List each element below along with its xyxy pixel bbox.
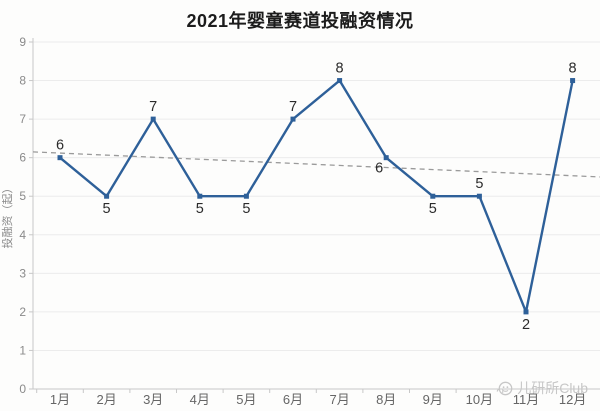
x-tick-label: 5月: [236, 392, 256, 407]
y-axis-title: 投融资（起）: [0, 183, 14, 249]
y-tick-label: 7: [19, 112, 26, 126]
data-point-marker: [570, 78, 576, 84]
data-point-marker: [197, 193, 203, 199]
data-point-label: 6: [375, 161, 383, 177]
x-tick-label: 8月: [376, 392, 396, 407]
y-tick-label: 6: [19, 151, 26, 165]
data-point-label: 5: [475, 176, 483, 192]
data-point-label: 6: [56, 138, 64, 154]
y-tick-label: 3: [19, 266, 26, 280]
data-point-marker: [383, 155, 389, 161]
series-line: [59, 79, 574, 314]
data-point-marker: [150, 116, 156, 122]
data-point-label: 7: [149, 99, 157, 115]
data-point-marker: [337, 78, 343, 84]
y-tick-label: 9: [19, 35, 26, 49]
y-tick-label: 2: [19, 305, 26, 319]
x-tick-label: 1月: [50, 392, 70, 407]
data-point-marker: [430, 193, 436, 199]
x-tick-label: 12月: [559, 392, 586, 407]
y-tick-label: 5: [19, 189, 26, 203]
data-point-marker: [476, 193, 482, 199]
y-tick-label: 8: [19, 74, 26, 88]
data-point-marker: [243, 193, 249, 199]
x-tick-label: 3月: [143, 392, 163, 407]
chart-title: 2021年婴童赛道投融资情况: [186, 11, 414, 31]
data-point-marker: [290, 116, 296, 122]
data-point-label: 5: [103, 201, 111, 217]
x-tick-label: 4月: [190, 392, 210, 407]
data-point-label: 8: [569, 61, 577, 77]
data-point-marker: [104, 193, 110, 199]
x-tick-label: 10月: [466, 392, 493, 407]
trend-line: [32, 151, 600, 178]
x-tick-label: 6月: [283, 392, 303, 407]
data-point-label: 7: [289, 99, 297, 115]
data-point-marker: [523, 309, 529, 315]
data-point-label: 2: [522, 317, 530, 333]
data-point-label: 8: [336, 61, 344, 77]
x-tick-label: 2月: [96, 392, 116, 407]
data-point-label: 5: [429, 201, 437, 217]
y-tick-label: 1: [19, 343, 26, 357]
y-tick-label: 4: [19, 228, 26, 242]
x-tick-label: 11月: [513, 392, 540, 407]
data-point-label: 5: [242, 201, 250, 217]
y-tick-label: 0: [19, 382, 26, 396]
x-tick-label: 9月: [423, 392, 443, 407]
data-point-marker: [57, 155, 63, 161]
x-tick-label: 7月: [329, 392, 349, 407]
data-point-label: 5: [196, 201, 204, 217]
